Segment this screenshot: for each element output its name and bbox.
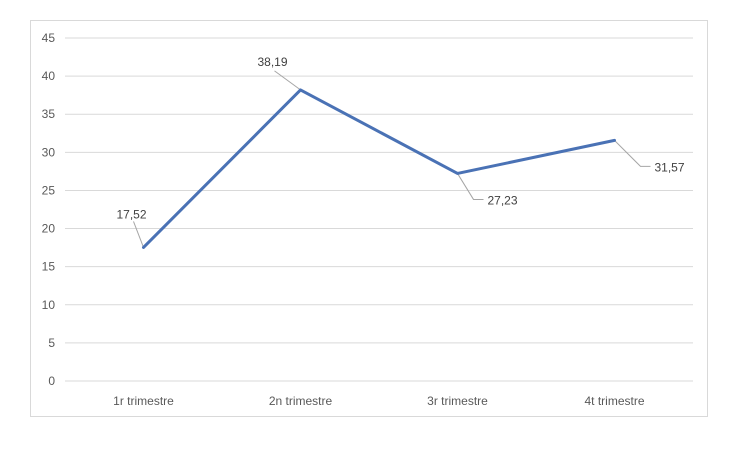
y-tick-label: 20 xyxy=(42,222,56,236)
series-lines xyxy=(142,88,616,249)
line-chart: 0 5 10 15 20 25 30 35 40 45 1r trimestre 2n trimes… xyxy=(42,31,693,408)
data-label-leader xyxy=(614,140,651,167)
data-label: 27,23 xyxy=(488,193,518,207)
data-label: 17,52 xyxy=(116,207,146,221)
x-tick-label: 1r trimestre xyxy=(113,394,174,408)
x-axis-tick-labels: 1r trimestre 2n trimestre 3r trimestre 4t t… xyxy=(113,394,645,408)
data-label-leader xyxy=(457,173,484,200)
data-label: 38,19 xyxy=(257,55,287,69)
data-label-leader xyxy=(133,221,144,248)
y-tick-label: 40 xyxy=(42,69,56,83)
y-tick-label: 35 xyxy=(42,107,56,121)
grid-lines xyxy=(65,37,693,382)
y-tick-label: 15 xyxy=(42,260,56,274)
y-tick-label: 25 xyxy=(42,183,56,197)
data-label: 31,57 xyxy=(655,160,685,174)
data-label-leader-lines xyxy=(133,70,651,248)
y-axis-tick-labels: 0 5 10 15 20 25 30 35 40 45 xyxy=(42,31,56,388)
y-tick-label: 5 xyxy=(48,336,55,350)
y-tick-label: 0 xyxy=(48,374,55,388)
y-tick-label: 45 xyxy=(42,31,56,45)
x-tick-label: 3r trimestre xyxy=(427,394,488,408)
y-tick-label: 10 xyxy=(42,298,56,312)
x-tick-label: 4t trimestre xyxy=(584,394,644,408)
data-label-leader xyxy=(274,70,301,91)
series-line xyxy=(142,88,616,249)
data-labels: 17,52 38,19 27,23 31,57 xyxy=(116,55,684,222)
y-tick-label: 30 xyxy=(42,145,56,159)
chart-frame: 0 5 10 15 20 25 30 35 40 45 1r trimestre 2n trimes… xyxy=(30,20,708,417)
x-tick-label: 2n trimestre xyxy=(269,394,333,408)
